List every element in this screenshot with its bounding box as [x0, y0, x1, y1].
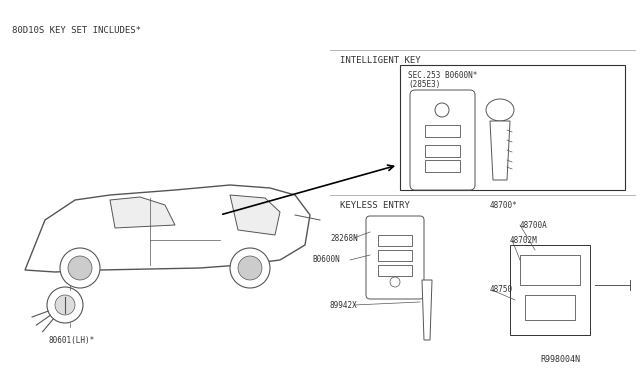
Text: 89942X: 89942X — [330, 301, 358, 310]
Bar — [378, 235, 412, 246]
Text: KEYLESS ENTRY: KEYLESS ENTRY — [340, 201, 410, 209]
Text: 28268N: 28268N — [330, 234, 358, 243]
Bar — [425, 145, 460, 157]
Polygon shape — [110, 197, 175, 228]
FancyBboxPatch shape — [410, 90, 475, 190]
Circle shape — [230, 248, 270, 288]
Circle shape — [390, 277, 400, 287]
Bar — [510, 245, 590, 335]
Text: SEC.253 B0600N*: SEC.253 B0600N* — [408, 71, 477, 80]
Circle shape — [47, 287, 83, 323]
Bar — [520, 255, 580, 285]
Circle shape — [435, 103, 449, 117]
Circle shape — [55, 295, 75, 315]
Text: 48750: 48750 — [490, 285, 513, 295]
Text: 80D10S KEY SET INCLUDES*: 80D10S KEY SET INCLUDES* — [12, 26, 141, 35]
Text: 48700A: 48700A — [520, 221, 548, 230]
Circle shape — [238, 256, 262, 280]
Text: INTELLIGENT KEY: INTELLIGENT KEY — [340, 55, 420, 64]
Text: B0600N: B0600N — [312, 256, 340, 264]
Text: 80601(LH)*: 80601(LH)* — [48, 336, 94, 344]
Bar — [425, 125, 460, 137]
Bar — [425, 160, 460, 172]
Polygon shape — [490, 121, 510, 180]
Circle shape — [68, 256, 92, 280]
Bar — [378, 265, 412, 276]
Polygon shape — [422, 280, 432, 340]
Bar — [378, 250, 412, 261]
Ellipse shape — [486, 99, 514, 121]
Text: 48700*: 48700* — [490, 201, 518, 209]
FancyBboxPatch shape — [366, 216, 424, 299]
Text: R998004N: R998004N — [540, 356, 580, 365]
Circle shape — [60, 248, 100, 288]
Polygon shape — [25, 185, 310, 272]
Polygon shape — [230, 195, 280, 235]
Text: (285E3): (285E3) — [408, 80, 440, 89]
Bar — [400, 65, 625, 190]
Text: 48702M: 48702M — [510, 235, 538, 244]
Bar — [525, 295, 575, 320]
